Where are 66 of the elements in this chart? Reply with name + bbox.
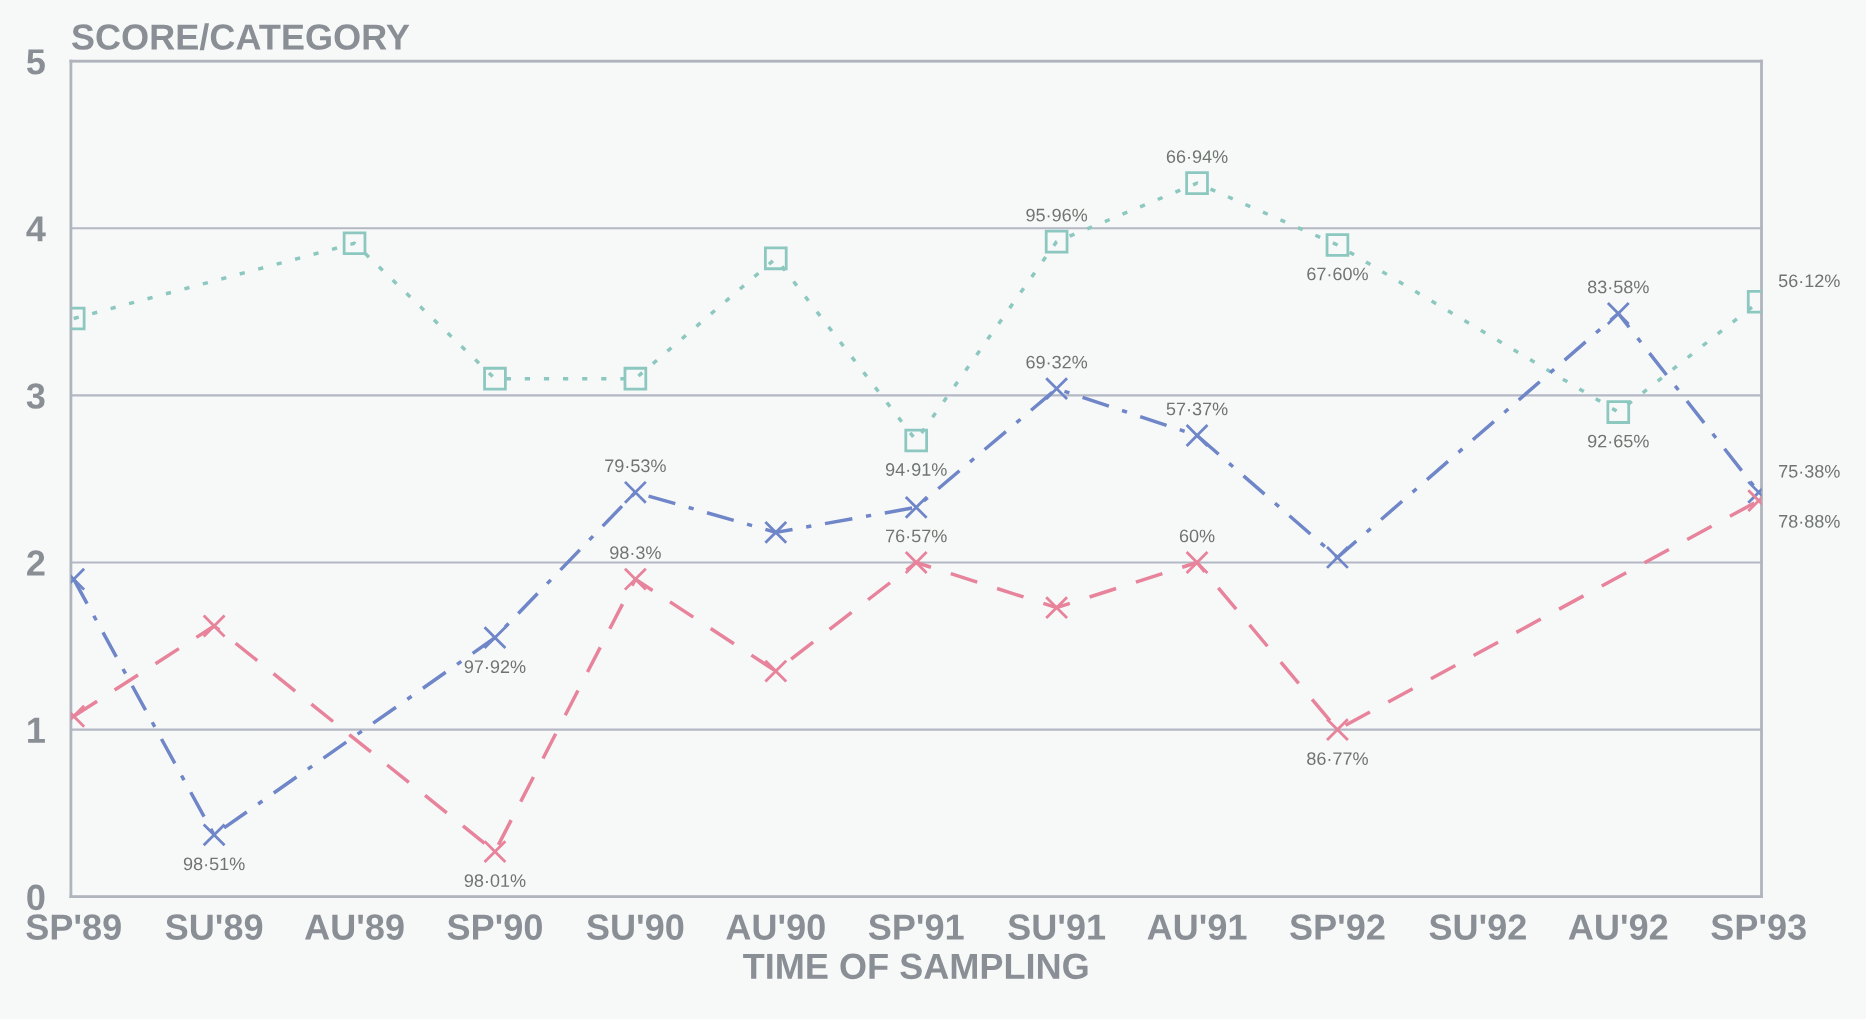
annotation: 86·77% [1307,752,1368,766]
y-tick-label: 4 [26,216,46,242]
annotation: 95·96% [1026,208,1088,222]
annotation: 60% [1179,529,1215,543]
point [1185,171,1209,195]
x-tick-label: SP'89 [26,914,121,940]
annotation: 98·51% [183,857,245,871]
y-axis-title: SCORE/CATEGORY [71,23,410,51]
x-tick-label: SP'93 [1711,914,1806,940]
point [1044,595,1069,620]
point [483,625,507,650]
annotation: 79·53% [605,459,666,473]
annotation: 67·60% [1307,267,1368,281]
x-tick-label: SP'91 [868,914,964,940]
y-tick-label: 1 [28,717,45,743]
x-axis-title: TIME OF SAMPLING [743,953,1088,980]
point [763,520,788,545]
point [1325,233,1350,257]
y-tick-label: 2 [27,550,45,576]
annotation: 98·01% [464,874,526,887]
annotation: 98·3% [610,546,661,560]
x-tick-label: SP'92 [1290,914,1385,940]
point [623,567,648,592]
x-tick-label: AU'90 [726,914,825,940]
x-tick-label: SU'92 [1429,914,1526,940]
point [904,428,929,453]
x-tick-label: AU'89 [304,914,404,940]
point [904,550,929,575]
x-tick-label: SU'90 [586,914,684,940]
x-tick-label: SU'91 [1008,914,1106,940]
annotation: 75·38% [1779,464,1840,478]
y-tick-label: 5 [26,49,45,75]
annotation: 94·91% [885,463,947,476]
x-tick-label: AU'91 [1147,914,1247,940]
point [483,366,507,391]
annotation: 56·12% [1778,274,1840,288]
point [1044,229,1069,254]
y-tick-label: 0 [27,884,45,911]
annotation: 83·58% [1587,280,1649,294]
annotation: 92·65% [1588,434,1649,448]
annotation: 69·32% [1026,355,1088,369]
annotation: 97·92% [464,660,526,674]
point [1044,376,1069,401]
point [1325,545,1350,570]
point [202,823,226,847]
point [483,839,507,864]
point [763,659,788,683]
annotation: 78·88% [1779,514,1840,528]
x-tick-label: SU'89 [165,914,263,940]
point [623,480,648,505]
y-tick-label: 3 [26,383,45,409]
annotation: 66·94% [1166,150,1228,163]
annotation: 76·57% [886,529,947,543]
point [1606,301,1631,326]
annotation: 57·37% [1166,402,1228,416]
point [1606,400,1631,424]
point [763,246,788,271]
x-tick-label: SP'90 [447,914,542,940]
point [904,495,929,520]
point [1185,423,1209,448]
point [623,366,648,391]
point [1185,550,1209,575]
point [342,231,367,256]
point [202,614,226,638]
point [1325,717,1350,742]
x-tick-label: AU'92 [1568,914,1668,940]
